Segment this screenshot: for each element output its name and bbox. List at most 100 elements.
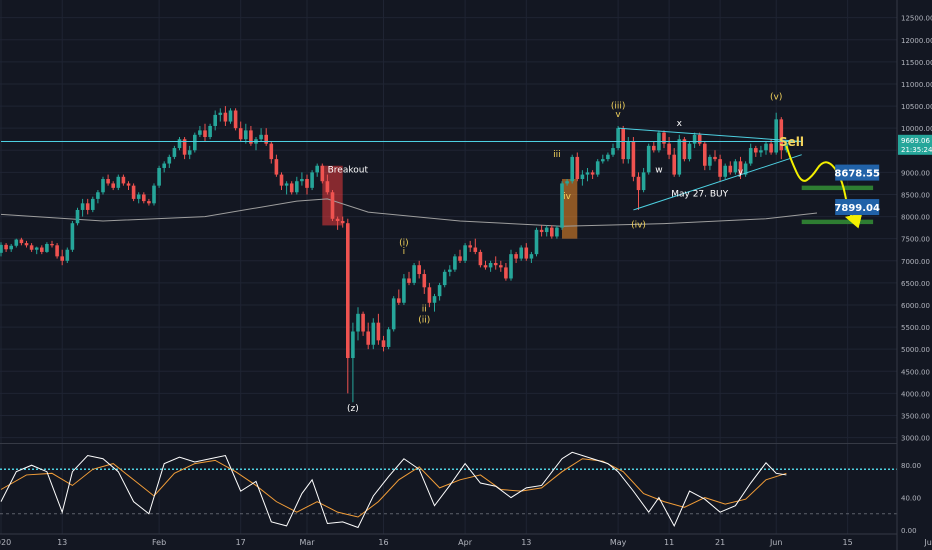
candle	[402, 274, 406, 305]
candle	[289, 181, 294, 195]
candle-body	[437, 285, 442, 297]
candle	[177, 137, 182, 151]
candle-body	[162, 163, 166, 168]
candle-body	[652, 145, 656, 151]
candle	[544, 225, 549, 237]
candle-body	[182, 139, 187, 155]
candle-body	[529, 254, 534, 259]
candle-body	[407, 278, 411, 283]
candle-body	[218, 112, 223, 115]
candle-body	[330, 192, 335, 219]
candle-body	[249, 130, 253, 144]
candle	[774, 112, 778, 155]
candle	[60, 249, 64, 266]
candle-body	[723, 165, 727, 177]
candle	[218, 108, 223, 122]
candle	[96, 190, 100, 204]
target-price-text: 7899.04	[834, 203, 880, 214]
candle	[733, 159, 738, 175]
candle	[340, 216, 345, 228]
candle	[320, 163, 325, 184]
last-price-label: 9669.06	[901, 137, 930, 145]
candle	[488, 260, 493, 272]
price-tick-label: 4000.00	[901, 390, 930, 398]
candle-body	[136, 194, 141, 199]
candle	[509, 249, 513, 281]
candle-body	[172, 148, 177, 157]
candle-body	[24, 243, 29, 246]
candle-body	[555, 227, 559, 237]
candle	[524, 243, 529, 261]
candle	[50, 240, 54, 248]
candle-body	[9, 245, 13, 250]
candle-body	[524, 247, 529, 259]
candle	[687, 141, 692, 162]
candle	[330, 190, 335, 221]
candle-body	[539, 229, 544, 233]
candle	[228, 108, 233, 124]
time-tick-label: 11	[664, 538, 674, 547]
candle	[203, 123, 207, 142]
candle-body	[238, 128, 243, 140]
candle	[19, 237, 24, 246]
price-tick-label: 5500.00	[901, 324, 930, 332]
candle-body	[116, 176, 121, 188]
moving-average-path	[0, 198, 818, 227]
time-tick-label: 17	[236, 538, 246, 547]
candle	[249, 125, 253, 146]
candle-body	[585, 172, 590, 175]
candle-body	[626, 141, 631, 160]
last-price-box	[898, 134, 932, 155]
candle	[162, 161, 166, 173]
candle	[529, 251, 534, 263]
wave-label: Sell	[779, 135, 804, 149]
candle	[575, 152, 580, 182]
candle-body	[662, 132, 666, 144]
time-tick-label: Jun	[769, 538, 783, 547]
candle-body	[417, 265, 421, 275]
candle	[427, 282, 432, 308]
candle-body	[152, 185, 156, 204]
candle-body	[346, 223, 350, 359]
candle	[315, 163, 319, 177]
candle-body	[274, 159, 279, 175]
candle-body	[55, 245, 59, 257]
candle	[70, 221, 75, 252]
wave-label: y	[738, 168, 744, 178]
candle	[295, 176, 299, 195]
time-tick-label: Jul	[923, 538, 932, 547]
candle-body	[453, 256, 457, 270]
candle	[458, 249, 462, 263]
candle-body	[193, 134, 197, 151]
wave-label: (ii)	[418, 316, 430, 326]
candle-body	[305, 179, 309, 188]
candle	[223, 106, 228, 126]
candle	[514, 251, 518, 263]
candle-body	[641, 172, 646, 191]
candle-body	[0, 244, 3, 253]
candle	[208, 123, 212, 140]
candle-body	[427, 287, 432, 303]
target-price-text: 8678.55	[834, 169, 880, 180]
wave-label: ii	[422, 305, 427, 315]
candle-body	[590, 172, 595, 175]
candle-body	[386, 329, 391, 347]
candle	[371, 318, 376, 350]
candle-body	[499, 265, 503, 268]
candle-body	[126, 183, 131, 186]
countdown-label: 21:35:24	[901, 146, 932, 154]
candle-body	[463, 245, 467, 261]
candle	[437, 282, 442, 301]
candle	[499, 260, 503, 272]
candle	[310, 170, 314, 191]
candle	[478, 249, 483, 268]
candle-body	[279, 174, 284, 186]
candle-body	[402, 278, 406, 303]
candle-body	[65, 249, 70, 261]
price-tick-label: 12500.00	[901, 15, 932, 23]
time-tick-label: 21	[715, 538, 725, 547]
candle	[361, 311, 365, 336]
oscillator-pane[interactable]	[0, 451, 897, 529]
candle-body	[493, 262, 498, 266]
